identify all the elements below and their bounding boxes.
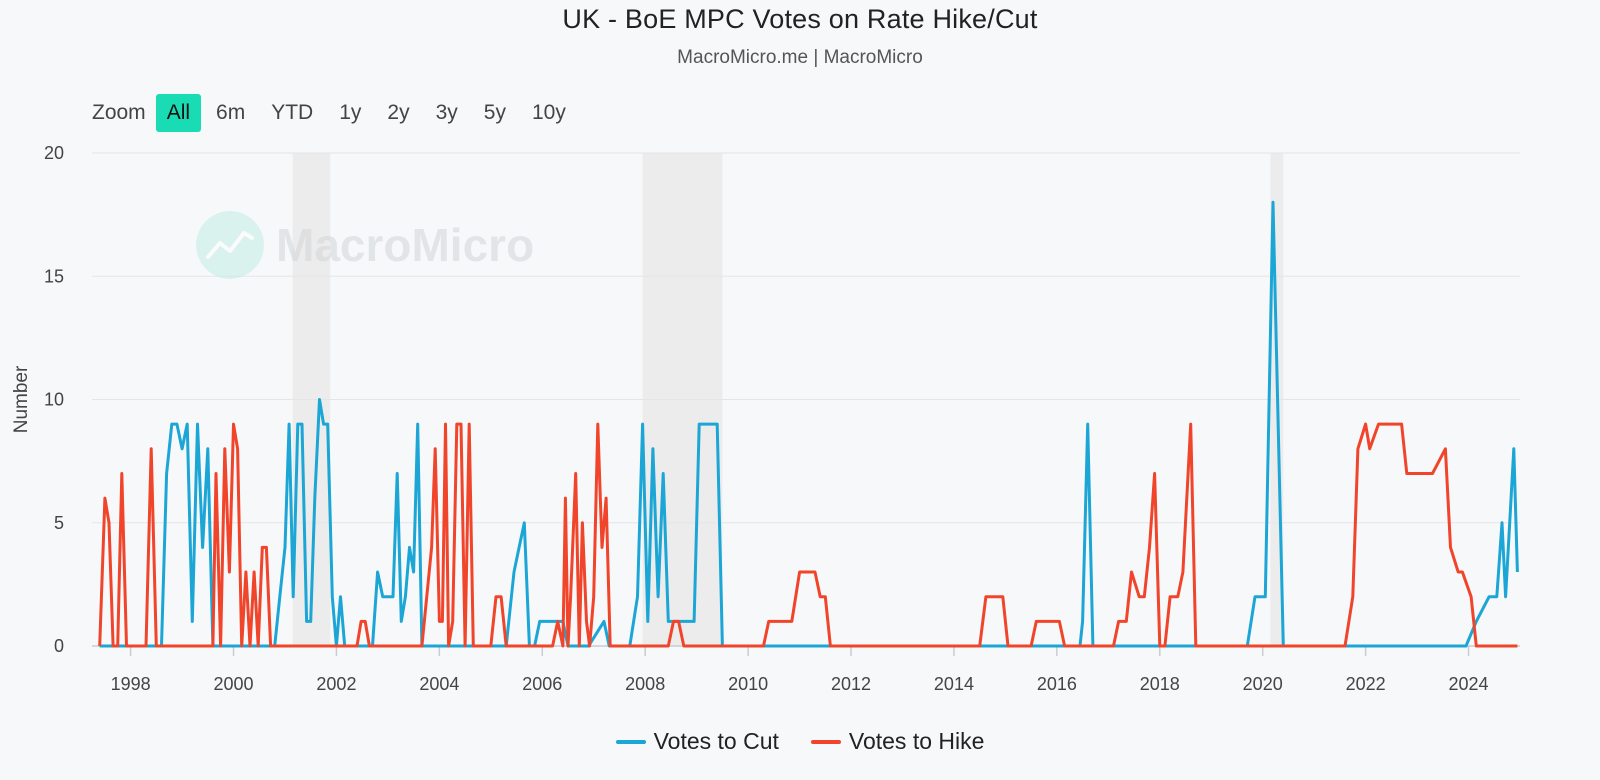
zoom-label: Zoom	[92, 101, 146, 124]
x-tick-label: 2018	[1140, 674, 1180, 694]
x-tick-label: 2008	[625, 674, 665, 694]
zoom-button-ytd[interactable]: YTD	[271, 101, 314, 124]
x-tick-label: 2020	[1243, 674, 1283, 694]
legend-item-hike[interactable]: Votes to Hike	[810, 728, 985, 755]
y-axis-ticks: 0 5 10 15 20	[44, 143, 64, 656]
legend-item-cut[interactable]: Votes to Cut	[615, 728, 779, 755]
x-tick-label: 2006	[522, 674, 562, 694]
x-tick-label: 2014	[934, 674, 974, 694]
zoom-button-6m[interactable]: 6m	[216, 101, 246, 124]
legend-swatch-cut	[615, 739, 646, 744]
x-tick-label: 2002	[316, 674, 356, 694]
zoom-button-5y[interactable]: 5y	[483, 101, 506, 124]
y-tick-label: 0	[54, 636, 64, 656]
watermark-logo-icon	[196, 211, 264, 279]
y-tick-label: 20	[44, 143, 64, 163]
legend-swatch-hike	[810, 739, 841, 744]
watermark: MacroMicro	[196, 211, 534, 279]
x-tick-label: 1998	[111, 674, 151, 694]
zoom-button-1y[interactable]: 1y	[339, 101, 362, 124]
zoom-button-2y[interactable]: 2y	[387, 101, 410, 124]
x-tick-label: 2024	[1449, 674, 1489, 694]
x-tick-label: 2016	[1037, 674, 1077, 694]
y-axis-title: Number	[11, 365, 32, 433]
zoom-bar: Zoom All 6m YTD 1y 2y 3y 5y 10y	[90, 94, 581, 132]
series-line-votes-to-cut	[99, 200, 1519, 648]
zoom-button-all[interactable]: All	[155, 94, 202, 132]
zoom-button-10y[interactable]: 10y	[531, 101, 566, 124]
legend-label-cut: Votes to Cut	[653, 728, 779, 754]
zoom-button-3y[interactable]: 3y	[435, 101, 458, 124]
x-tick-label: 2010	[728, 674, 768, 694]
x-tick-label: 2022	[1346, 674, 1386, 694]
watermark-trend-icon	[206, 231, 254, 259]
x-tick-label: 2004	[419, 674, 459, 694]
y-tick-label: 10	[44, 390, 64, 410]
y-tick-label: 15	[44, 266, 64, 286]
chart-subtitle: MacroMicro.me | MacroMicro	[677, 47, 923, 68]
chart-area[interactable]: MacroMicro 0 5 10 15 20 1998 2000 2002 2004 2006…	[0, 0, 1600, 720]
watermark-text: MacroMicro	[276, 219, 534, 271]
x-tick-label: 2012	[831, 674, 871, 694]
legend-label-hike: Votes to Hike	[848, 728, 985, 754]
y-tick-label: 5	[54, 513, 64, 533]
chart-title: UK - BoE MPC Votes on Rate Hike/Cut	[562, 4, 1038, 34]
series-line-votes-to-hike	[98, 422, 1518, 648]
x-axis-ticks: 1998 2000 2002 2004 2006 2008 2010 2012 2014 2016…	[111, 646, 1489, 694]
legend: Votes to Cut Votes to Hike	[0, 728, 1600, 755]
series-lines	[98, 200, 1519, 648]
x-tick-label: 2000	[213, 674, 253, 694]
